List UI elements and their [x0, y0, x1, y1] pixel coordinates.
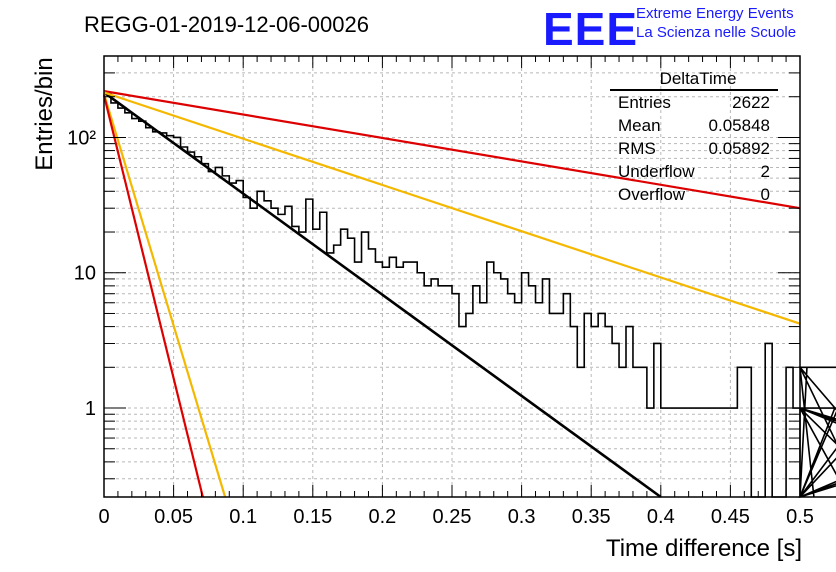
y-axis: 1 10 10² — [67, 72, 800, 480]
y-tick-label: 1 — [85, 398, 96, 420]
x-tick-label: 0.05 — [154, 506, 193, 528]
x-tick-label: 0.25 — [433, 506, 472, 528]
stats-row: Entries 2622 — [618, 93, 770, 112]
x-tick-label: 0.15 — [293, 506, 332, 528]
stats-row: Mean 0.05848 — [618, 116, 770, 135]
curve-red-slow — [103, 90, 801, 210]
x-tick-label: 0.5 — [786, 506, 814, 528]
chart-title: REGG-01-2019-12-06-00026 — [84, 12, 369, 37]
curve-red-fast — [102, 95, 204, 498]
y-tick-label: 10 — [74, 263, 96, 285]
x-tick-label: 0.2 — [368, 506, 396, 528]
y-tick-label: 10² — [67, 127, 96, 149]
x-tick-label: 0 — [98, 506, 109, 528]
logo-line-2: La Scienza nelle Scuole — [636, 24, 797, 41]
stats-row: Overflow 0 — [618, 185, 770, 204]
stats-box-title: DeltaTime — [610, 69, 778, 91]
logo-line-1: Extreme Energy Events — [636, 5, 794, 22]
curve-orange-fast — [102, 93, 227, 498]
x-tick-label: 0.35 — [572, 506, 611, 528]
x-tick-label: 0.45 — [711, 506, 750, 528]
histogram-series — [104, 93, 836, 498]
eee-logo-text: Extreme Energy Events La Scienza nelle S… — [636, 4, 796, 42]
x-tick-label: 0.4 — [647, 506, 675, 528]
stats-row: RMS 0.05892 — [618, 139, 770, 158]
stats-box: DeltaTime Entries 2622 Mean 0.05848 RMS 0.0… — [610, 69, 778, 206]
fit-curves — [102, 90, 801, 499]
curve-fit — [103, 91, 662, 499]
stats-row: Underflow 2 — [618, 162, 770, 181]
x-axis-label: Time difference [s] — [605, 535, 802, 562]
y-axis-label: Entries/bin — [31, 57, 58, 171]
x-tick-label: 0.1 — [229, 506, 257, 528]
histogram-step-line — [104, 93, 836, 498]
curve-orange-slow — [103, 91, 801, 325]
x-tick-label: 0.3 — [508, 506, 536, 528]
x-axis: 0 0.05 0.1 0.15 0.2 0.25 0.3 0.35 0.4 0.45 0.5 — [98, 56, 814, 528]
eee-logo-mark: EEE — [543, 3, 639, 55]
